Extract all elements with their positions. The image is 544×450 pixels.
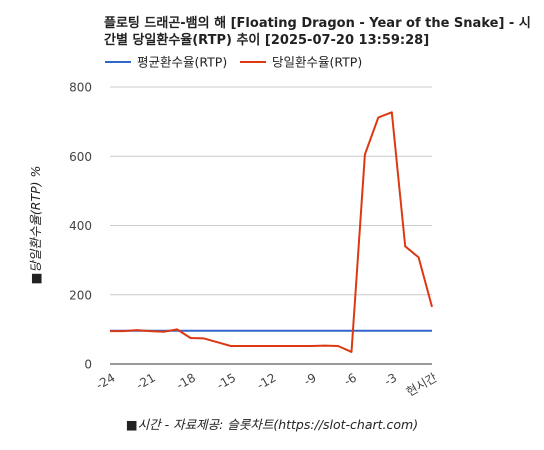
x-axis-title: ■시간 - 자료제공: 슬롯차트(https://slot-chart.com) — [126, 417, 418, 432]
x-axis-ticks: -24 -21 -18 -15 -12 -9 -6 -3 현시간 — [94, 370, 440, 399]
y-tick-label-600: 600 — [69, 150, 92, 164]
x-tick-label-1: -21 — [134, 370, 158, 392]
y-tick-label-0: 0 — [84, 358, 92, 372]
x-tick-label-2: -18 — [174, 370, 198, 392]
y-axis-ticks: 0 200 400 600 800 — [69, 81, 92, 372]
x-tick-label-6: -6 — [342, 370, 359, 388]
chart-title-line-1: 플로팅 드래곤-뱀의 해 [Floating Dragon - Year of … — [104, 15, 531, 31]
chart-title: 플로팅 드래곤-뱀의 해 [Floating Dragon - Year of … — [104, 15, 531, 48]
x-tick-label-0: -24 — [94, 370, 118, 392]
y-tick-label-400: 400 — [69, 219, 92, 233]
x-tick-label-3: -15 — [214, 370, 238, 392]
x-tick-label-8: 현시간 — [404, 370, 440, 399]
gridlines — [110, 86, 432, 365]
x-tick-label-7: -3 — [382, 370, 399, 388]
series-lines — [110, 111, 433, 353]
legend: 평균환수율(RTP) 당일환수율(RTP) — [105, 55, 362, 70]
y-tick-label-800: 800 — [69, 81, 92, 95]
x-tick-label-5: -9 — [301, 370, 318, 388]
legend-label-0: 평균환수율(RTP) — [137, 55, 227, 70]
legend-label-1: 당일환수율(RTP) — [272, 55, 362, 70]
chart-title-line-2: 간별 당일환수율(RTP) 추이 [2025-07-20 13:59:28] — [104, 32, 429, 48]
y-axis-title: ■당일환수율(RTP) % — [28, 166, 43, 285]
series-line-1 — [110, 111, 433, 353]
x-tick-label-4: -12 — [255, 370, 279, 392]
y-tick-label-200: 200 — [69, 288, 92, 302]
